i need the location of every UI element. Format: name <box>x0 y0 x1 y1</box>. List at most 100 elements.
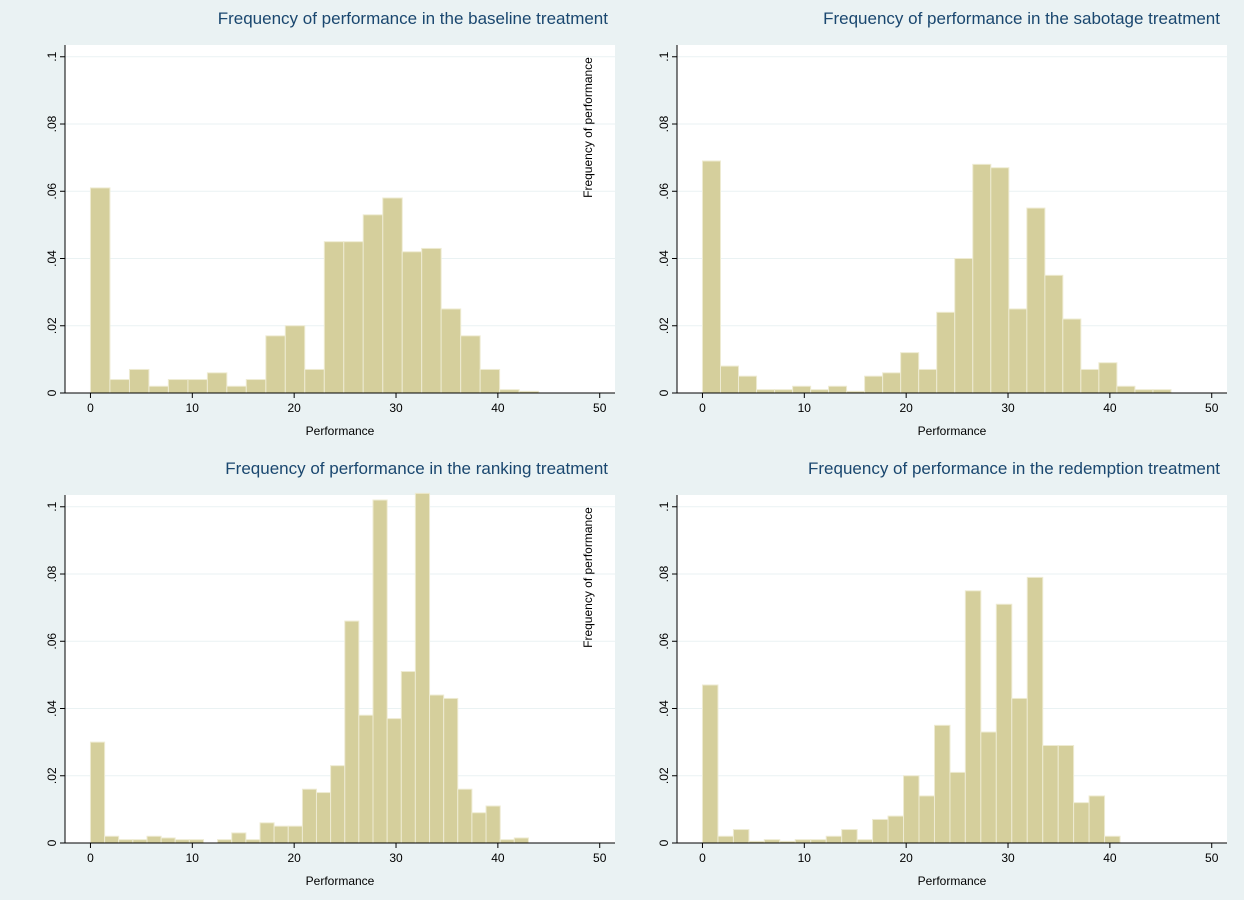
bar <box>315 792 332 844</box>
y-tick-label: 0 <box>45 839 59 846</box>
bar <box>903 775 920 844</box>
x-tick-label: 20 <box>899 401 913 415</box>
bar <box>386 718 402 844</box>
chart-title: Frequency of performance in the ranking … <box>225 459 608 478</box>
bar <box>1098 362 1118 394</box>
y-tick-label: 0 <box>45 389 59 396</box>
bar <box>856 839 874 844</box>
bar <box>265 335 286 394</box>
bar <box>457 788 473 844</box>
x-tick-label: 20 <box>287 851 301 865</box>
bar <box>1073 802 1090 844</box>
x-tick-label: 50 <box>1205 401 1219 415</box>
bar <box>1044 274 1064 394</box>
x-tick-label: 10 <box>798 851 812 865</box>
bar <box>226 385 247 394</box>
y-tick-label: .02 <box>657 767 671 784</box>
y-tick-label: .08 <box>657 115 671 132</box>
bar <box>1152 389 1172 394</box>
bar <box>148 385 169 394</box>
bar <box>825 835 843 844</box>
y-tick-label: .06 <box>657 183 671 200</box>
bar <box>933 724 951 844</box>
bar <box>146 835 162 844</box>
panel: Frequency of performance in the baseline… <box>45 9 615 438</box>
panel: Frequency of performance in the sabotage… <box>581 9 1227 438</box>
bar <box>400 671 416 844</box>
bar <box>936 311 956 394</box>
bar <box>918 795 935 844</box>
x-tick-label: 30 <box>1001 851 1015 865</box>
x-tick-label: 0 <box>87 401 94 415</box>
bar <box>421 247 442 394</box>
bar <box>471 812 487 844</box>
x-tick-label: 10 <box>798 401 812 415</box>
x-axis-label: Performance <box>306 424 375 438</box>
bar <box>460 335 481 394</box>
y-tick-label: .08 <box>45 565 59 582</box>
y-tick-label: .1 <box>657 51 671 61</box>
x-axis-label: Performance <box>918 424 987 438</box>
y-tick-label: .04 <box>45 700 59 717</box>
bar <box>89 741 106 844</box>
bar <box>732 829 750 844</box>
x-tick-label: 40 <box>1103 401 1117 415</box>
x-axis-label: Performance <box>918 874 987 888</box>
y-tick-label: .08 <box>45 115 59 132</box>
bar <box>756 389 776 394</box>
y-tick-label: .04 <box>657 700 671 717</box>
bar <box>440 308 462 394</box>
x-tick-label: 20 <box>899 851 913 865</box>
bar <box>485 805 501 844</box>
x-axis-label: Performance <box>306 874 375 888</box>
bar <box>273 825 289 844</box>
bar <box>828 385 848 394</box>
x-tick-label: 50 <box>593 401 607 415</box>
bar <box>1026 576 1044 844</box>
bar <box>701 684 719 844</box>
x-tick-label: 30 <box>389 851 403 865</box>
bar <box>900 352 920 394</box>
bar <box>1080 368 1100 394</box>
bar <box>701 160 721 394</box>
chart-title: Frequency of performance in the baseline… <box>218 9 609 28</box>
y-tick-label: 0 <box>657 389 671 396</box>
y-tick-label: .06 <box>45 633 59 650</box>
bar <box>382 197 403 394</box>
bar <box>738 375 758 394</box>
y-tick-label: .02 <box>657 317 671 334</box>
bar <box>479 368 501 394</box>
bar <box>887 815 905 844</box>
y-tick-label: .02 <box>45 767 59 784</box>
bar <box>104 835 120 844</box>
bar <box>89 187 111 394</box>
y-tick-label: .04 <box>45 250 59 267</box>
bar <box>1062 318 1082 394</box>
bar <box>763 839 781 844</box>
x-tick-label: 40 <box>1103 851 1117 865</box>
bar <box>794 839 812 844</box>
x-tick-label: 30 <box>1001 401 1015 415</box>
x-tick-label: 0 <box>699 401 706 415</box>
bar <box>1057 744 1075 844</box>
bar <box>330 765 346 844</box>
bar <box>792 385 812 394</box>
bar <box>167 379 189 394</box>
bar <box>1026 207 1046 394</box>
bar <box>972 163 992 394</box>
bar <box>362 214 384 394</box>
panel: Frequency of performance in the redempti… <box>581 459 1227 888</box>
bar <box>995 603 1013 844</box>
y-tick-label: .1 <box>45 501 59 511</box>
bar <box>118 839 134 844</box>
bar <box>343 241 364 394</box>
bar <box>717 835 734 844</box>
bar <box>443 697 459 844</box>
x-tick-label: 50 <box>593 851 607 865</box>
y-tick-label: .1 <box>657 501 671 511</box>
bar <box>1088 795 1106 844</box>
bar <box>187 379 208 394</box>
bar <box>109 379 130 394</box>
y-tick-label: .04 <box>657 250 671 267</box>
bar <box>954 258 974 394</box>
